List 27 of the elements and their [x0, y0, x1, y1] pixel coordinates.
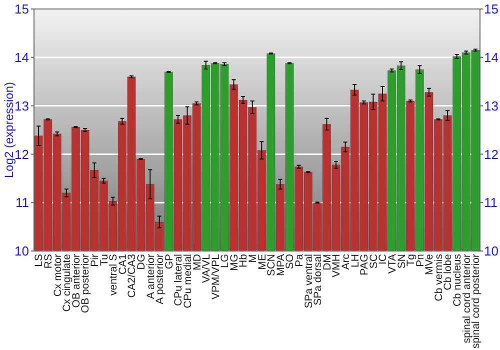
y-tick-label: 10: [14, 244, 29, 259]
y2-tick-label: 11: [484, 195, 498, 210]
x-tick-label: RS: [42, 254, 55, 269]
x-tick-label: Pa: [294, 254, 306, 267]
y2-tick-label: 13: [484, 98, 498, 114]
x-tick-label: SN: [396, 254, 408, 269]
y2-tick-label: 10: [484, 244, 498, 259]
y-tick-label: 12: [14, 146, 29, 162]
x-tick-label: spinal cord posterior: [470, 253, 482, 349]
x-tick-label: SO: [284, 254, 296, 270]
y-tick-label: 13: [14, 98, 29, 114]
x-tick-label: Tg: [405, 254, 418, 266]
y2-tick-label: 12: [484, 146, 498, 162]
y-tick-label: 14: [14, 50, 29, 65]
y2-tick-label: 15: [484, 2, 498, 17]
y-tick-label: 11: [16, 195, 29, 210]
x-tick-label: LS: [33, 254, 46, 267]
x-tick-label: Cb lobe: [442, 254, 454, 290]
y2-tick-label: 14: [484, 50, 498, 65]
x-tick-label: MD: [191, 254, 204, 270]
x-tick-label: OB posterior: [80, 254, 92, 313]
y-axis-title: Log2 (expression): [2, 82, 16, 178]
y-tick-label: 15: [14, 2, 29, 17]
x-tick-label: LH: [349, 254, 362, 268]
x-tick-label: A anterior: [144, 254, 157, 299]
x-tick-label: CPu medial: [182, 254, 194, 308]
x-tick-label: Hb: [238, 254, 250, 268]
